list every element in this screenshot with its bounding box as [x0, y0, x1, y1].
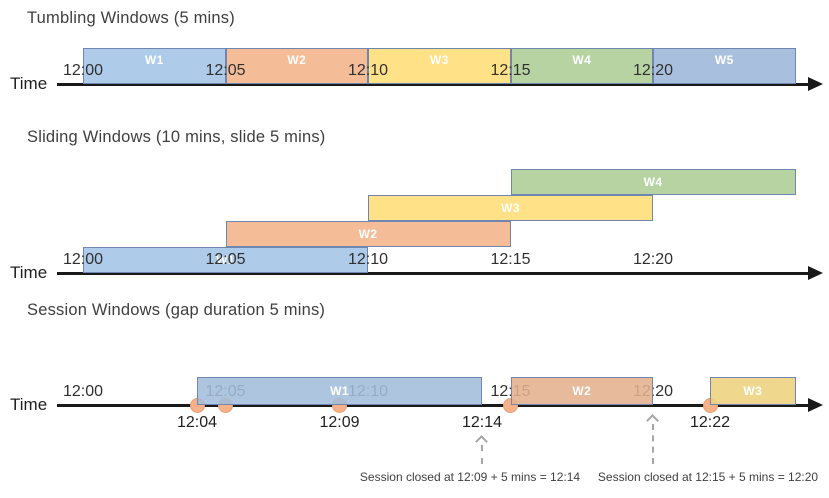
- axis-tick-label: 12:05: [205, 62, 246, 79]
- window-label-w3: W3: [501, 201, 520, 215]
- axis-tick-label: 12:10: [347, 251, 389, 268]
- session-closed-annotation: Session closed at 12:15 + 5 mins = 12:20: [597, 470, 819, 484]
- axis-tick-label: 12:20: [632, 62, 674, 79]
- event-time-label: 12:04: [176, 414, 218, 431]
- window-box-w2: W2: [510, 377, 653, 405]
- window-label-w2: W2: [572, 384, 592, 398]
- window-label-w2: W2: [358, 227, 378, 241]
- window-label-w1: W1: [144, 53, 164, 67]
- time-axis-arrowhead-icon: [808, 77, 823, 91]
- window-box-w2: W2: [225, 221, 511, 247]
- dashed-arrow-line: [652, 424, 654, 464]
- time-axis-arrowhead-icon: [808, 266, 823, 280]
- tumbling-time-axis-label: Time: [10, 74, 48, 93]
- axis-tick-label: 12:20: [632, 251, 674, 268]
- dashed-arrow-line: [481, 445, 483, 464]
- window-label-w3: W3: [743, 384, 763, 398]
- window-label-w1: W1: [330, 384, 349, 398]
- axis-tick-label: 12:15: [490, 62, 531, 79]
- time-axis-line: [57, 271, 808, 275]
- tumbling-title: Tumbling Windows (5 mins): [27, 9, 235, 27]
- time-axis-line: [57, 403, 808, 407]
- window-label-w4: W4: [572, 53, 592, 67]
- session-time-axis-label: Time: [10, 395, 48, 414]
- axis-tick-label: 12:05: [205, 251, 246, 268]
- window-label-w4: W4: [643, 175, 663, 189]
- window-box-w2: W2: [225, 48, 368, 84]
- event-time-label: 12:14: [461, 414, 503, 431]
- sliding-title: Sliding Windows (10 mins, slide 5 mins): [27, 128, 326, 146]
- window-box-w3: W3: [710, 377, 796, 405]
- window-box-w5: W5: [653, 48, 796, 84]
- time-axis-line: [57, 82, 808, 86]
- time-axis-arrowhead-icon: [808, 398, 823, 412]
- window-label-w1: W1: [216, 253, 235, 267]
- event-time-label: 12:22: [689, 414, 731, 431]
- window-box-w1: W1: [83, 48, 226, 84]
- window-box-w4: W4: [510, 169, 796, 195]
- sliding-time-axis-label: Time: [10, 263, 48, 282]
- axis-tick-label: 12:00: [62, 251, 104, 268]
- session-title: Session Windows (gap duration 5 mins): [27, 301, 326, 319]
- window-box-w4: W4: [510, 48, 653, 84]
- session-closed-annotation: Session closed at 12:09 + 5 mins = 12:14: [359, 470, 581, 484]
- axis-tick-label: 12:00: [62, 62, 104, 79]
- event-time-label: 12:09: [319, 414, 360, 431]
- window-box-w1: W1: [83, 247, 368, 273]
- window-box-w1: W1: [197, 377, 482, 405]
- axis-tick-label: 12:10: [347, 62, 389, 79]
- window-label-w5: W5: [714, 53, 734, 67]
- window-label-w2: W2: [287, 53, 307, 67]
- axis-tick-label: 12:00: [62, 383, 104, 400]
- axis-tick-label: 12:15: [490, 251, 531, 268]
- window-box-w3: W3: [368, 48, 511, 84]
- window-box-w3: W3: [368, 195, 653, 221]
- window-label-w3: W3: [429, 53, 449, 67]
